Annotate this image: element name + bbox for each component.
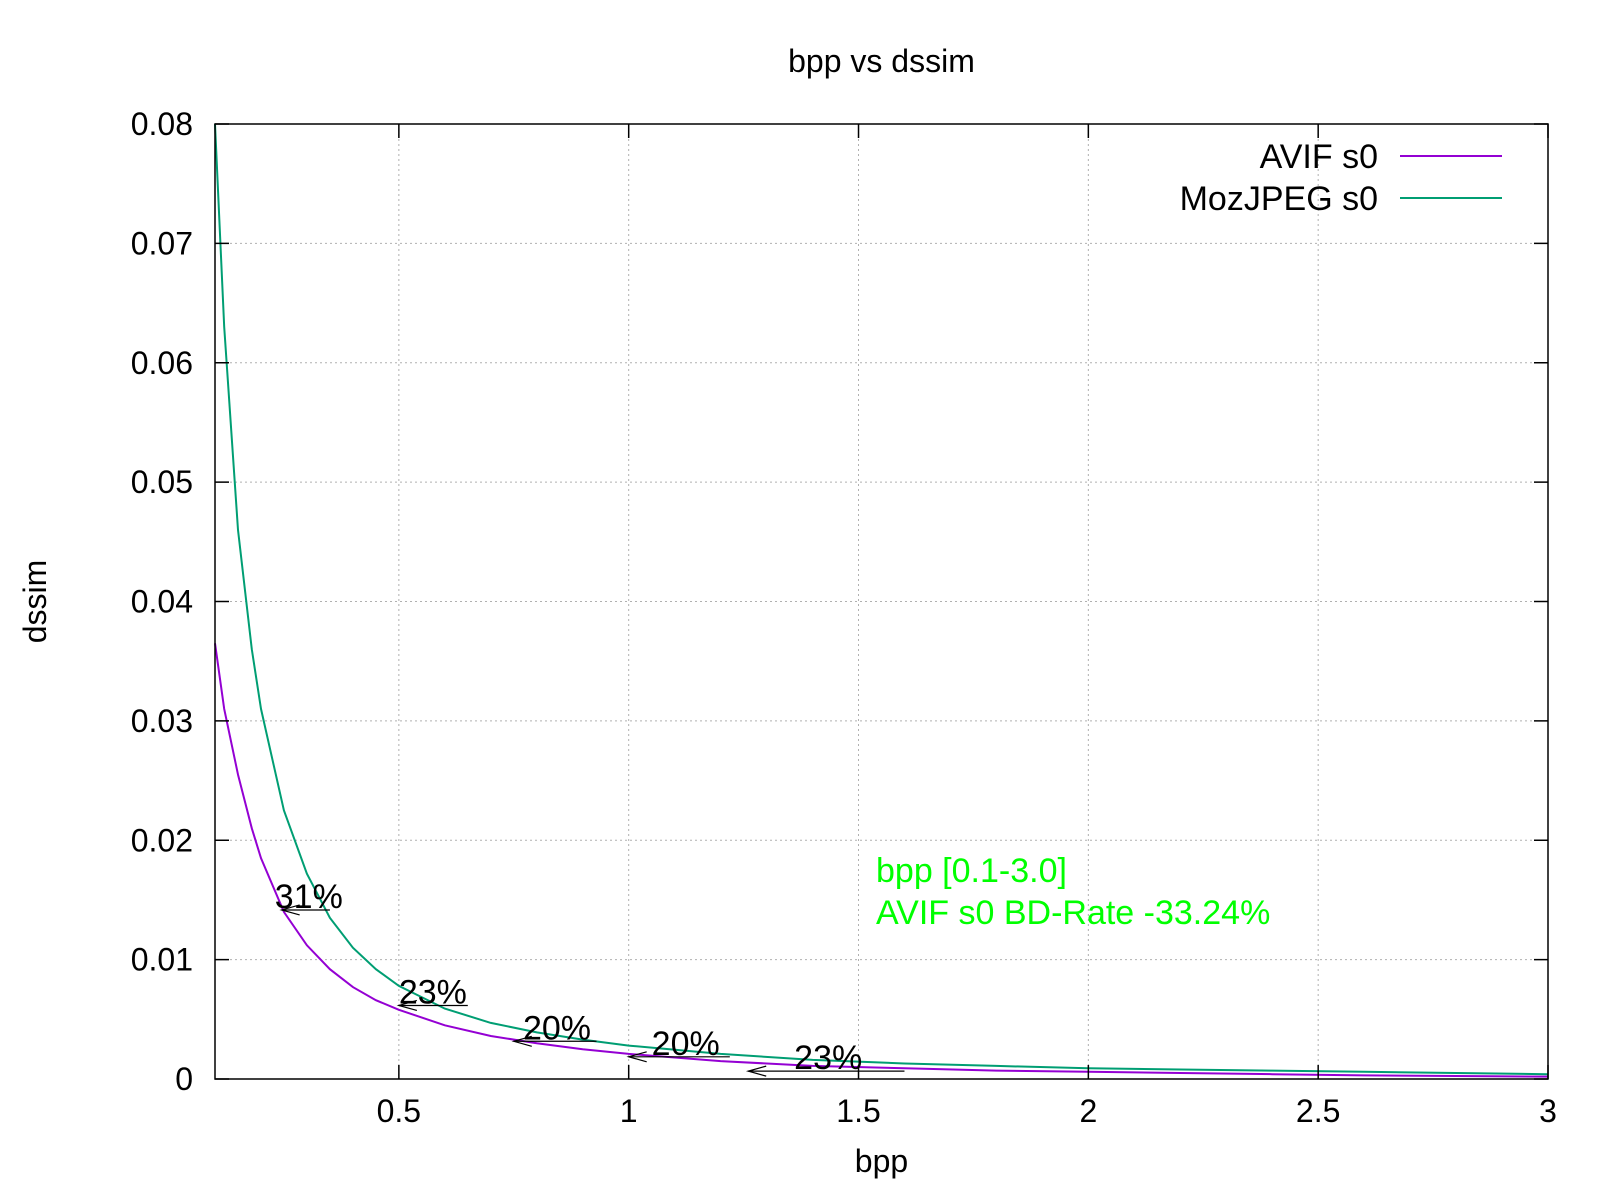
pct-annotation: 20% bbox=[626, 1025, 730, 1063]
y-tick-label: 0.08 bbox=[131, 106, 193, 142]
bd-rate-range-text: bpp [0.1-3.0] bbox=[876, 852, 1067, 890]
pct-label: 20% bbox=[652, 1025, 720, 1063]
percentage-annotations: 31% 23% 20% 20% 23% bbox=[275, 878, 905, 1077]
x-tick-label: 1.5 bbox=[836, 1093, 880, 1129]
pct-annotation: 20% bbox=[511, 1009, 597, 1047]
chart-title: bpp vs dssim bbox=[788, 43, 975, 79]
x-tick-label: 0.5 bbox=[377, 1093, 421, 1129]
legend-label-mozjpeg: MozJPEG s0 bbox=[1180, 180, 1378, 218]
axis-ticks: 0 0.01 0.02 0.03 0.04 0.05 0.06 0.07 0.08 0.5 1 1.5… bbox=[131, 106, 1557, 1129]
y-tick-label: 0 bbox=[175, 1061, 193, 1097]
legend: AVIF s0 MozJPEG s0 bbox=[1180, 138, 1502, 218]
x-tick-label: 2 bbox=[1079, 1093, 1097, 1129]
pct-arrowhead bbox=[745, 1065, 767, 1077]
pct-label: 23% bbox=[399, 973, 467, 1011]
pct-annotation: 31% bbox=[275, 878, 343, 916]
x-tick-label: 1 bbox=[620, 1093, 638, 1129]
y-tick-label: 0.05 bbox=[131, 464, 193, 500]
pct-annotation: 23% bbox=[745, 1039, 905, 1077]
pct-arrowhead bbox=[279, 904, 300, 916]
grid-lines bbox=[215, 124, 1548, 1079]
series-line-mozjpeg bbox=[214, 123, 1549, 1076]
bd-rate-note: bpp [0.1-3.0] AVIF s0 BD-Rate -33.24% bbox=[876, 852, 1270, 932]
y-tick-label: 0.01 bbox=[131, 942, 193, 978]
series-lines bbox=[214, 123, 1549, 1078]
pct-label: 23% bbox=[794, 1039, 862, 1077]
y-axis-label: dssim bbox=[17, 560, 53, 644]
x-axis-label: bpp bbox=[855, 1143, 908, 1179]
y-tick-label: 0.07 bbox=[131, 225, 193, 261]
bd-rate-value-text: AVIF s0 BD-Rate -33.24% bbox=[876, 894, 1270, 932]
y-tick-label: 0.04 bbox=[131, 584, 193, 620]
y-tick-label: 0.02 bbox=[131, 822, 193, 858]
pct-arrowhead bbox=[511, 1035, 532, 1047]
pct-annotation: 23% bbox=[396, 973, 468, 1012]
legend-label-avif: AVIF s0 bbox=[1260, 138, 1378, 176]
x-tick-label: 3 bbox=[1539, 1093, 1557, 1129]
pct-arrowhead bbox=[626, 1051, 647, 1063]
pct-label: 31% bbox=[275, 878, 343, 916]
x-tick-label: 2.5 bbox=[1296, 1093, 1340, 1129]
y-tick-label: 0.03 bbox=[131, 703, 193, 739]
series-line-avif bbox=[214, 643, 1549, 1078]
pct-label: 20% bbox=[523, 1009, 591, 1047]
y-tick-label: 0.06 bbox=[131, 345, 193, 381]
pct-arrowhead bbox=[396, 999, 418, 1012]
